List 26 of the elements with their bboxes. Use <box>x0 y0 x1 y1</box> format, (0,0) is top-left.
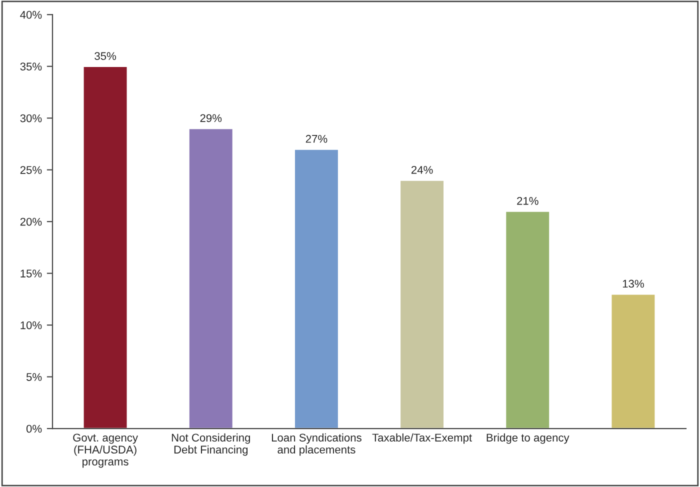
x-tick-label: Not Considering Debt Financing <box>172 433 250 456</box>
x-tick-label: Taxable/Tax-Exempt <box>372 433 472 444</box>
y-tick-label: 10% <box>20 321 42 330</box>
bar <box>294 148 340 429</box>
bar <box>82 66 128 429</box>
bar <box>504 210 550 429</box>
y-tick-label: 25% <box>20 166 42 174</box>
bar <box>188 128 234 429</box>
data-label: 21% <box>517 197 538 205</box>
bar <box>610 293 656 429</box>
x-tick-label: Bridge to agency <box>486 433 570 444</box>
data-label: 27% <box>306 134 328 143</box>
data-label: 13% <box>622 280 644 288</box>
y-tick-label: 15% <box>20 270 42 278</box>
bar <box>399 179 445 429</box>
data-label: 24% <box>411 166 433 174</box>
x-tick-label: Loan Syndications and placements <box>272 433 362 456</box>
data-label: 35% <box>94 52 116 60</box>
y-tick-label: 30% <box>20 114 42 122</box>
x-tick-label: Govt. agency (FHA/USDA) programs <box>73 434 138 468</box>
data-label: 29% <box>200 114 222 122</box>
y-tick-label: 35% <box>20 62 42 70</box>
y-tick-label: 5% <box>26 373 42 381</box>
y-tick-label: 40% <box>20 10 42 19</box>
y-tick-label: 20% <box>20 218 42 226</box>
y-tick-label: 0% <box>26 424 42 433</box>
